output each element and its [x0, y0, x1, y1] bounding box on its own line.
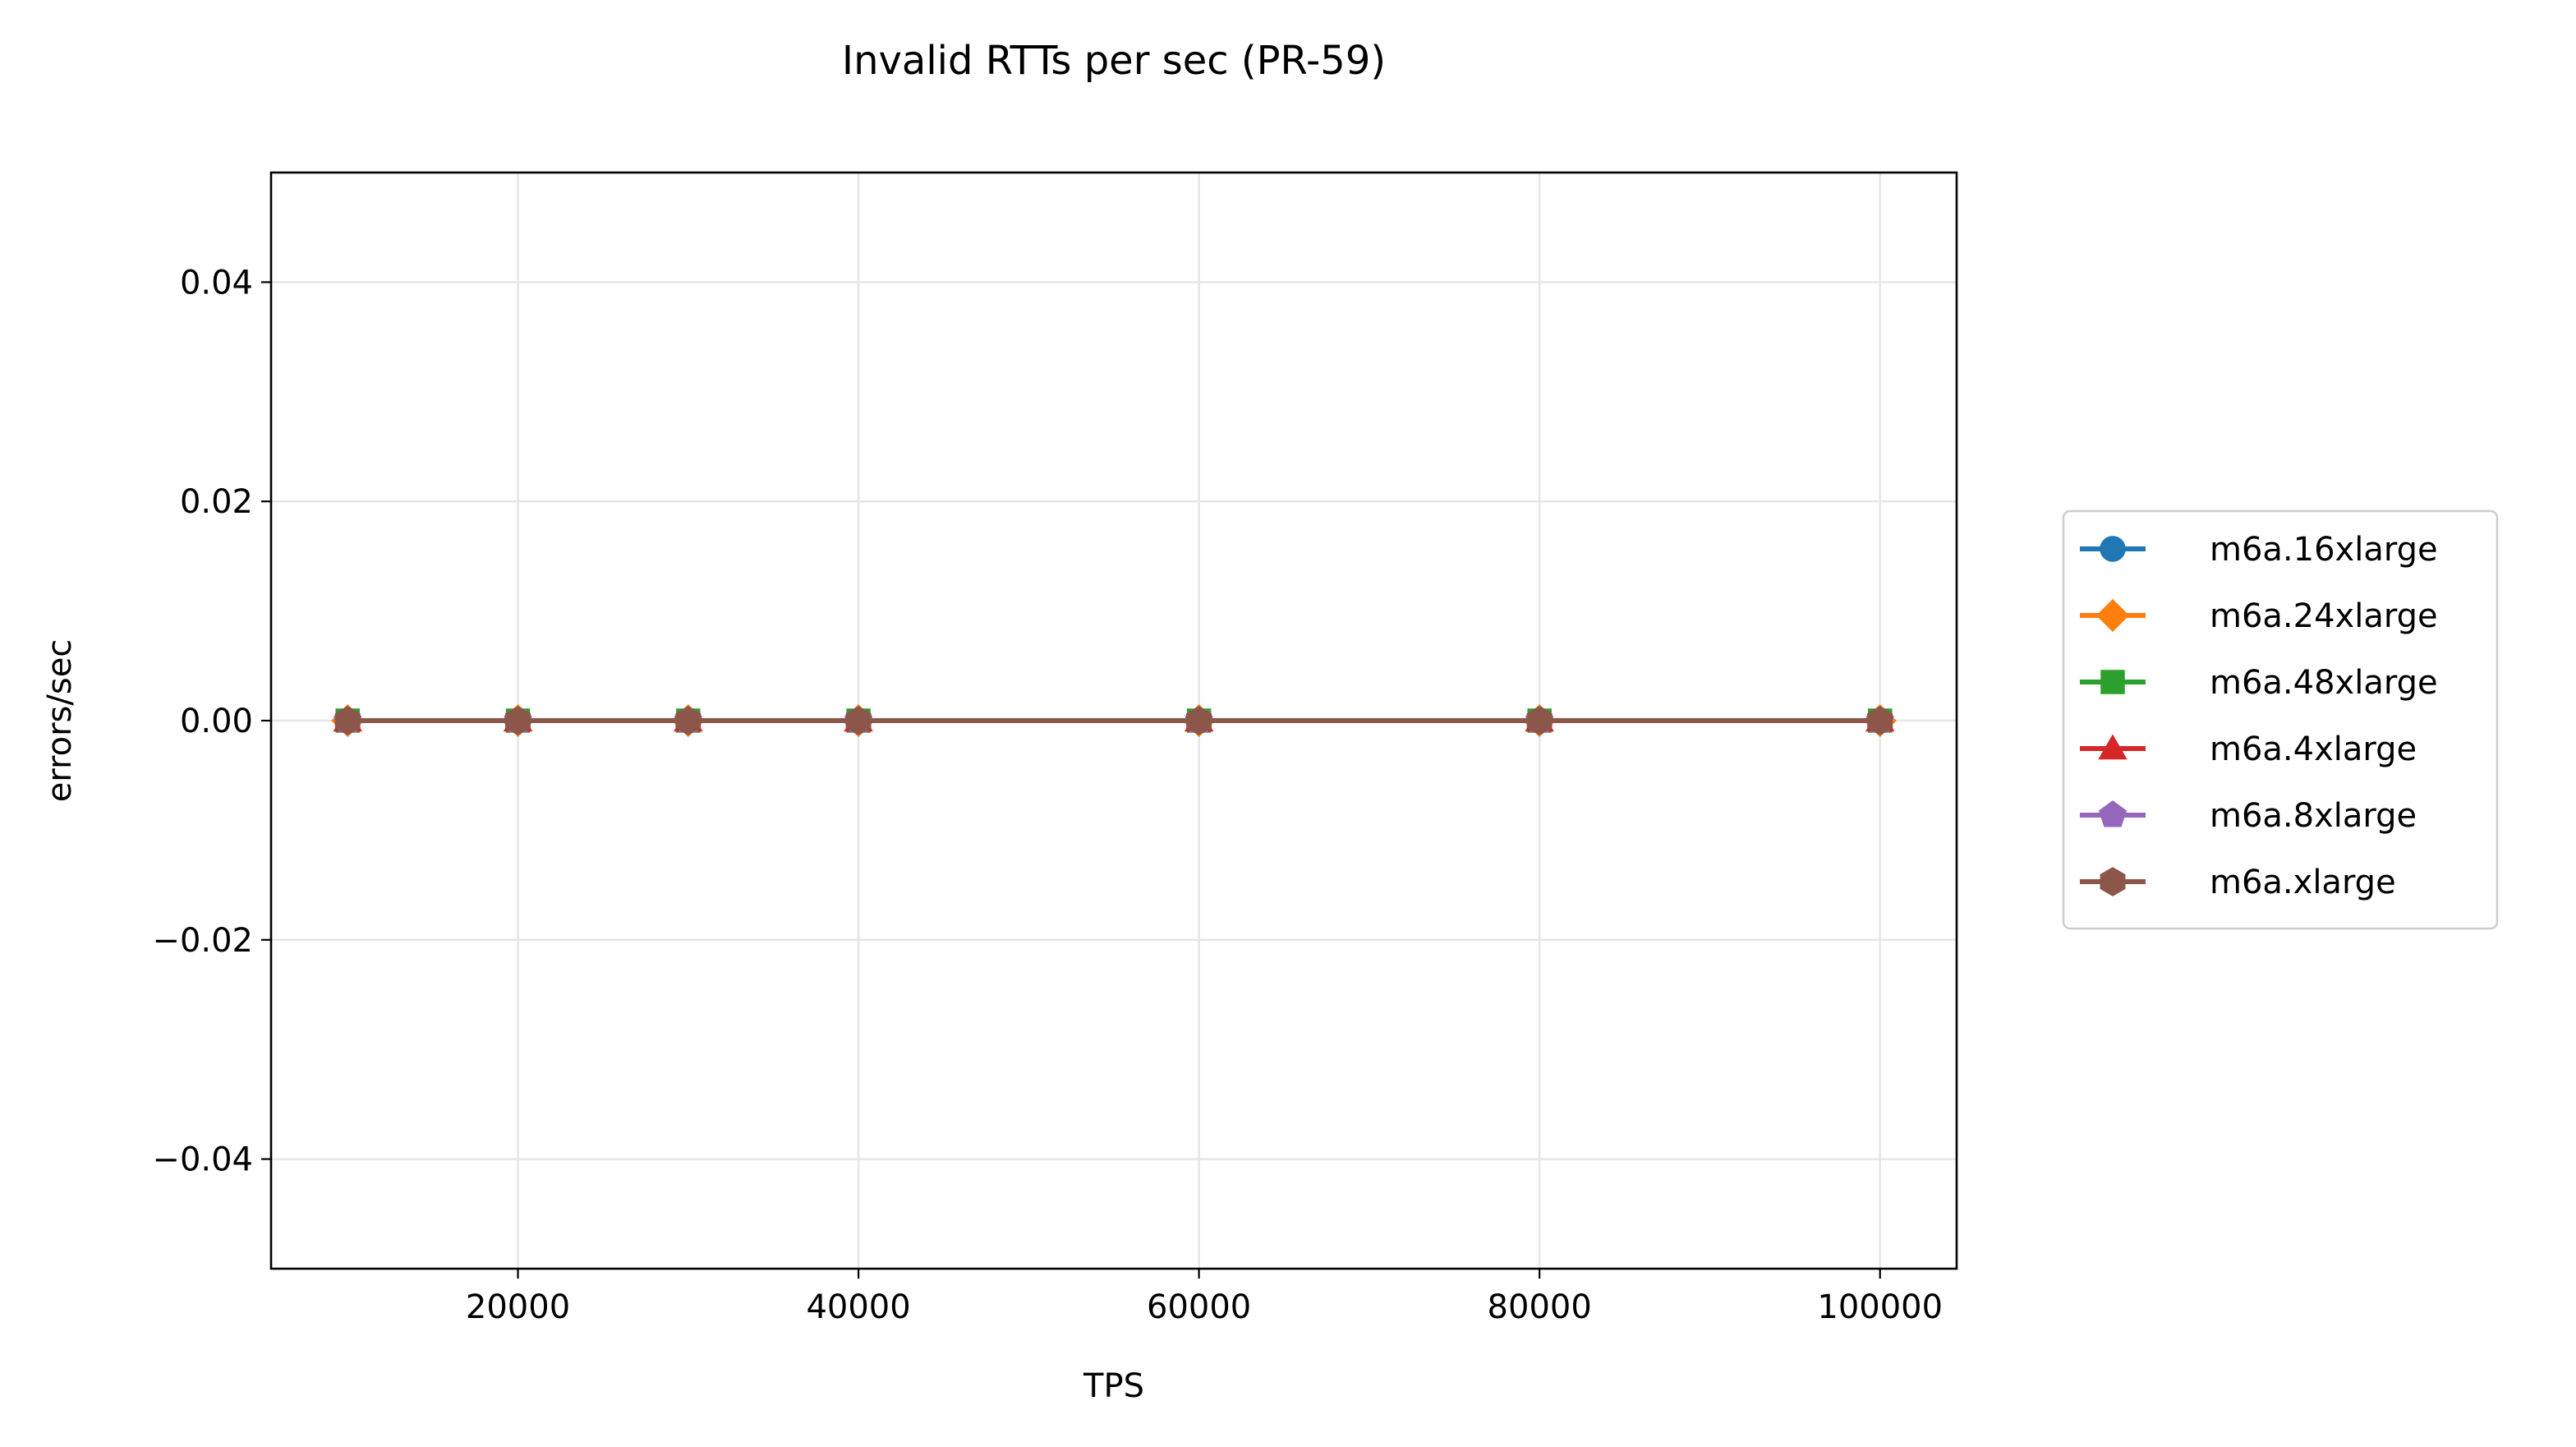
legend-label: m6a.48xlarge — [2210, 664, 2438, 702]
y-axis-ticks: 0.04 0.02 0.00 −0.02 −0.04 — [152, 264, 271, 1179]
legend-label: m6a.16xlarge — [2210, 531, 2438, 569]
series-layer — [331, 703, 1897, 738]
x-tick-label: 40000 — [806, 1288, 910, 1326]
y-tick-label: 0.04 — [180, 264, 253, 302]
data-point — [334, 706, 361, 735]
data-point — [1186, 706, 1212, 735]
y-tick-label: −0.02 — [152, 922, 253, 960]
data-point — [505, 706, 531, 735]
x-tick-label: 20000 — [466, 1288, 570, 1326]
x-tick-label: 60000 — [1147, 1288, 1251, 1326]
legend-marker — [2100, 670, 2125, 694]
data-point — [675, 706, 702, 735]
y-axis-label: errors/sec — [41, 639, 79, 803]
y-tick-label: −0.04 — [152, 1141, 253, 1179]
y-tick-label: 0.00 — [180, 703, 253, 740]
data-point — [1526, 706, 1552, 735]
legend-item: m6a.48xlarge — [2080, 664, 2438, 702]
legend-item: m6a.16xlarge — [2080, 531, 2438, 569]
legend-item: m6a.8xlarge — [2080, 797, 2417, 835]
legend-frame — [2062, 509, 2499, 930]
series-m6a.xlarge — [334, 706, 1893, 735]
legend-item: m6a.24xlarge — [2080, 597, 2438, 635]
data-point — [845, 706, 872, 735]
legend-item: m6a.4xlarge — [2080, 730, 2417, 768]
legend-marker — [2095, 598, 2130, 633]
legend-marker — [2098, 734, 2128, 760]
legend-label: m6a.8xlarge — [2210, 797, 2417, 835]
y-tick-label: 0.02 — [180, 483, 253, 521]
legend-label: m6a.xlarge — [2210, 864, 2396, 901]
data-point — [1867, 706, 1893, 735]
legend: m6a.16xlarge m6a.24xlarge m6a.48xlarge m6a.… — [2062, 509, 2499, 930]
x-axis-ticks: 20000 40000 60000 80000 100000 — [466, 1269, 1943, 1326]
chart-title: Invalid RTTs per sec (PR-59) — [842, 38, 1386, 84]
legend-label: m6a.4xlarge — [2210, 730, 2417, 768]
x-axis-label: TPS — [1083, 1367, 1144, 1405]
legend-label: m6a.24xlarge — [2210, 597, 2438, 635]
legend-marker — [2100, 867, 2126, 896]
x-tick-label: 80000 — [1488, 1288, 1592, 1326]
legend-item: m6a.xlarge — [2080, 864, 2396, 901]
x-tick-label: 100000 — [1817, 1288, 1943, 1326]
legend-marker — [2100, 536, 2126, 562]
legend-marker — [2098, 800, 2128, 827]
